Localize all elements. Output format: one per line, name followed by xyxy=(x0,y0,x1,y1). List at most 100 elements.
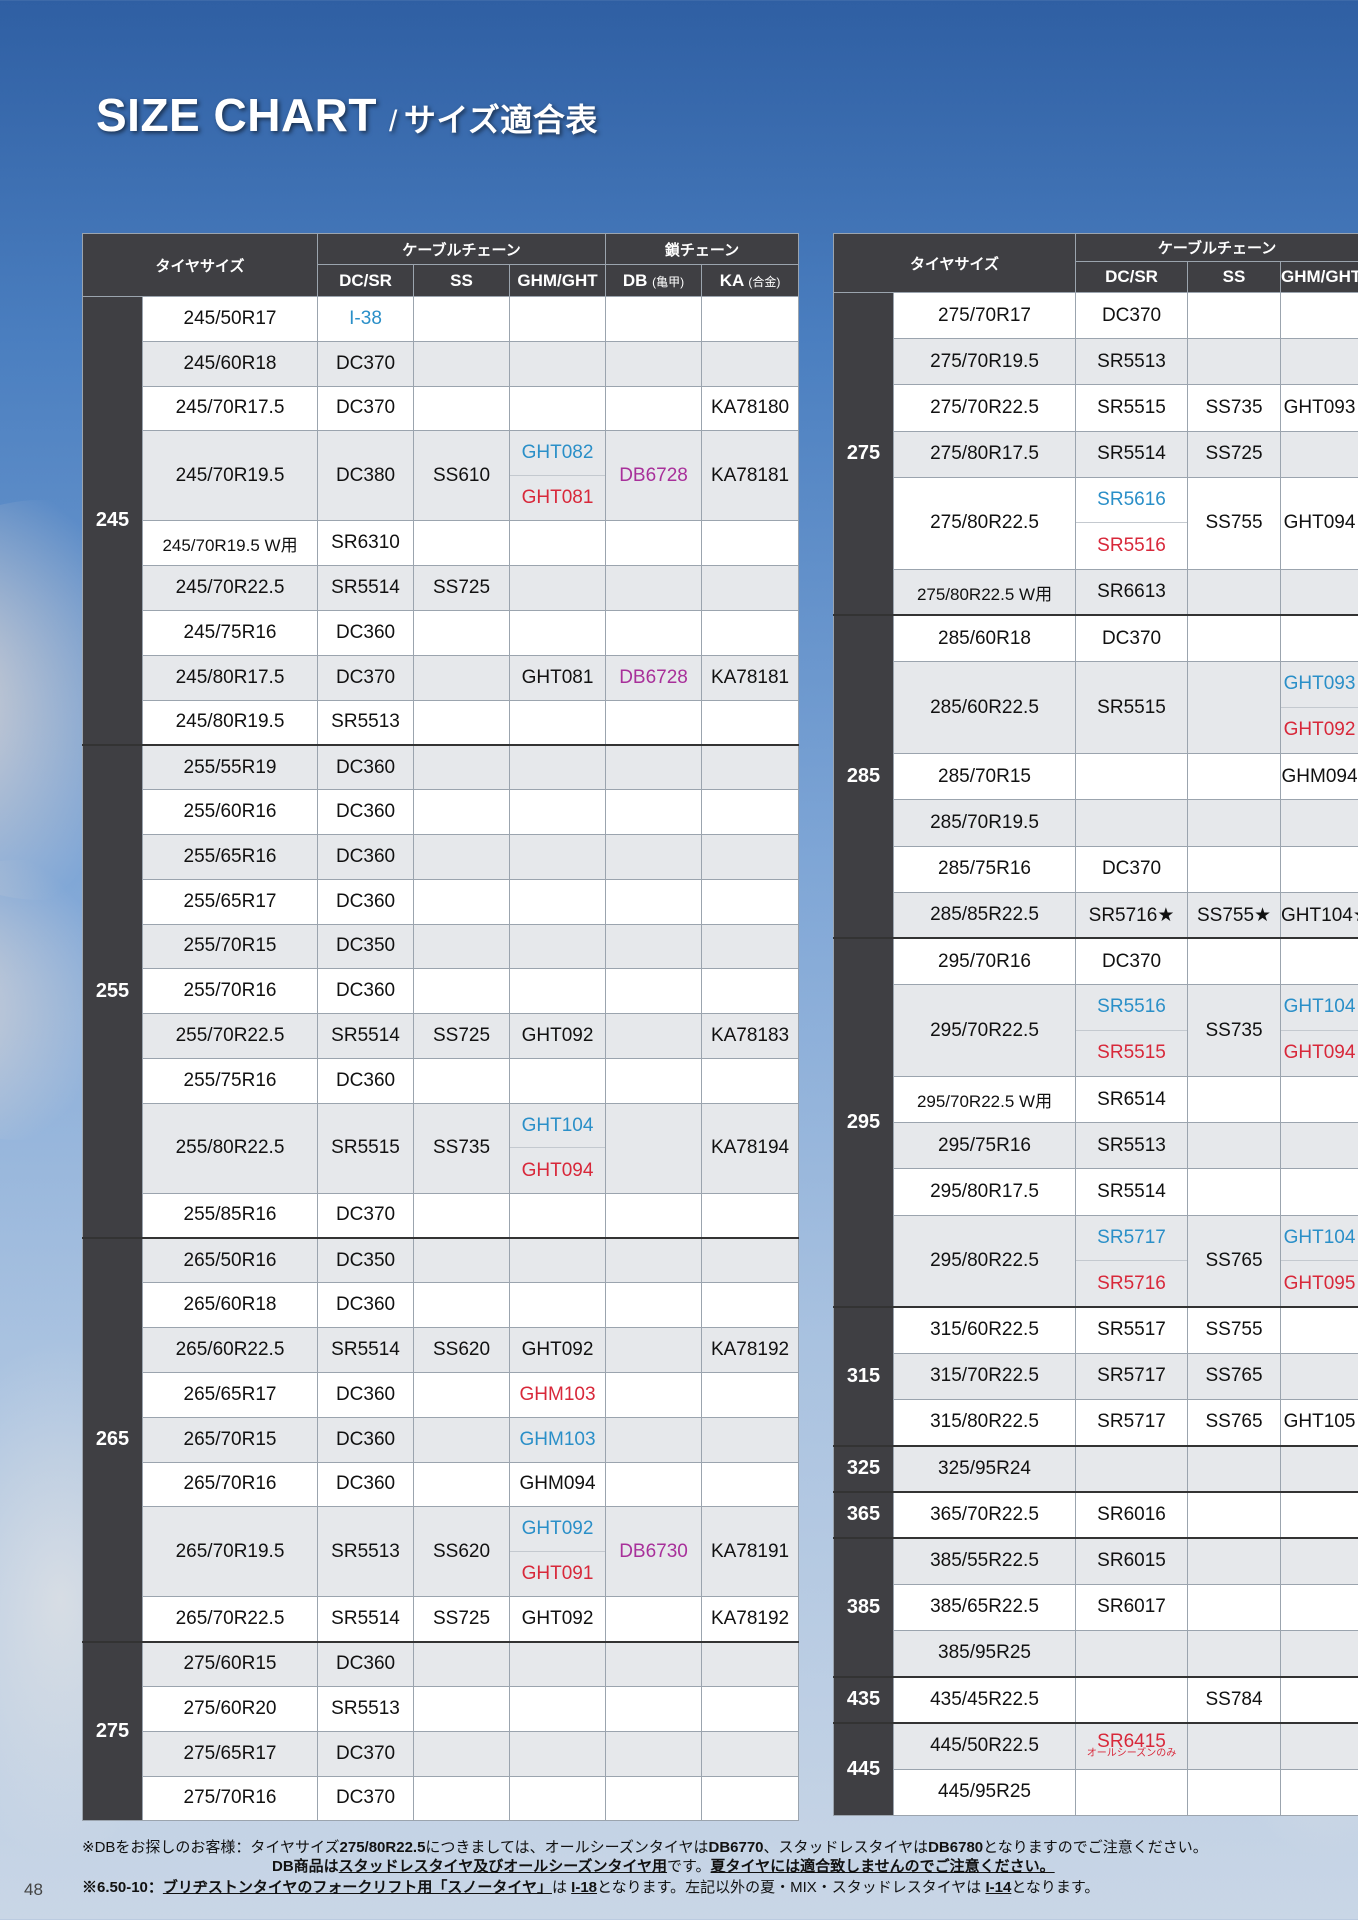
ghm-cell-lower: GHT091 xyxy=(521,1563,594,1585)
table-row: 285/60R22.5 SR5515 GHT093 GHT092 xyxy=(833,661,1358,755)
table-row: 275 275/70R17 DC370 xyxy=(833,291,1358,616)
dc-cell: DC360 xyxy=(317,789,415,835)
db-cell xyxy=(605,296,703,342)
footnote-forklift: ※6.50-10：ブリヂストンタイヤのフォークリフト用「スノータイヤ」は I-1… xyxy=(82,1879,1100,1896)
table-row: 255/70R16 DC360 xyxy=(82,968,800,1015)
tire-size-cell: 275/70R16 xyxy=(141,1775,319,1822)
ka-cell: KA78191 xyxy=(701,1506,800,1598)
header-ghm-ght: GHM/GHT xyxy=(509,264,607,297)
table-row: 255 255/55R19 DC360 xyxy=(82,743,800,1239)
ss-cell: SS765 xyxy=(1187,1398,1282,1447)
ss-cell xyxy=(1187,1629,1282,1678)
ghm-cell-upper: GHT082 xyxy=(510,432,605,476)
ss-cell: SS784 xyxy=(1187,1675,1282,1724)
ka-cell xyxy=(701,1282,800,1329)
tire-size-cell: 255/55R19 xyxy=(141,743,319,791)
ss-cell xyxy=(1187,1122,1282,1170)
size-chart-table-left: タイヤサイズ ケーブルチェーン 鎖チェーン DC/SR SS GHM/GHT D… xyxy=(81,233,800,1822)
ka-cell: KA78181 xyxy=(701,654,800,701)
table-row: 245/70R22.5 SR5514 SS725 xyxy=(82,565,800,611)
tire-size-cell: 245/60R18 xyxy=(141,340,319,387)
ghm-cell: GHM094 xyxy=(1280,753,1358,801)
ghm-cell xyxy=(509,609,607,656)
ka-cell xyxy=(701,1237,800,1284)
table-row: 255/65R17 DC360 xyxy=(82,878,800,925)
size-group-label: 275 xyxy=(82,1640,143,1822)
ss-cell: SS755 xyxy=(1187,1306,1282,1354)
size-group-label: 445 xyxy=(833,1721,894,1816)
ss-cell: SS765 xyxy=(1187,1352,1282,1401)
tire-size-cell: 255/70R16 xyxy=(141,968,319,1015)
tire-size-cell: 315/70R22.5 xyxy=(892,1352,1077,1401)
ghm-cell xyxy=(1280,1675,1358,1724)
ss-cell: SS755 xyxy=(1187,476,1282,570)
ss-cell xyxy=(413,1192,511,1239)
dc-cell xyxy=(1075,799,1189,847)
ghm-cell xyxy=(1280,799,1358,847)
ss-cell xyxy=(1187,1490,1282,1539)
ghm-cell: GHT092 xyxy=(509,1327,607,1373)
dc-cell: DC360 xyxy=(317,833,415,880)
db-cell xyxy=(605,340,703,387)
ss-cell: SS735 xyxy=(413,1102,511,1194)
ss-cell: SS620 xyxy=(413,1327,511,1373)
table-row: 445 445/50R22.5 SR6415 オールシーズンのみ xyxy=(833,1721,1358,1816)
ss-cell xyxy=(413,923,511,970)
tire-size-cell: 265/50R16 xyxy=(141,1237,319,1284)
tire-size-cell: 295/70R16 xyxy=(892,937,1077,986)
tire-size-cell: 315/80R22.5 xyxy=(892,1398,1077,1447)
ghm-cell xyxy=(509,565,607,611)
dc-cell: DC360 xyxy=(317,1371,415,1418)
db-cell xyxy=(605,833,703,880)
ka-cell xyxy=(701,968,800,1015)
tire-size-cell: 245/80R17.5 xyxy=(141,654,319,701)
ghm-cell: GHT104 GHT095 xyxy=(1280,1214,1358,1308)
tire-size-cell: 385/95R25 xyxy=(892,1629,1077,1678)
dc-value: SR6415 xyxy=(1097,1731,1166,1753)
dc-cell: SR6415 オールシーズンのみ xyxy=(1075,1721,1189,1770)
header-ka: KA (合金) xyxy=(701,264,800,297)
size-chart-table-right: タイヤサイズ ケーブルチェーン DC/SR SS GHM/GHT 275 275/… xyxy=(832,233,1358,1816)
ghm-cell-upper: GHT104 xyxy=(1281,986,1358,1031)
ss-cell: SS725 xyxy=(1187,430,1282,478)
ss-cell xyxy=(1187,937,1282,986)
dc-cell: SR5513 xyxy=(1075,1122,1189,1170)
tire-size-cell: 255/75R16 xyxy=(141,1057,319,1104)
ss-cell xyxy=(413,1057,511,1104)
table-row: 275/80R22.5 W用 SR6613 xyxy=(833,568,1358,616)
table-row: 275 275/60R15 DC360 xyxy=(82,1640,800,1822)
table-row: 325 325/95R24 xyxy=(833,1444,1358,1493)
db-cell xyxy=(605,1102,703,1194)
ss-cell xyxy=(1187,1537,1282,1585)
ghm-cell xyxy=(509,878,607,925)
db-cell xyxy=(605,699,703,746)
dc-cell: SR6514 xyxy=(1075,1076,1189,1124)
table-row: 295/80R17.5 SR5514 xyxy=(833,1168,1358,1216)
db-cell xyxy=(605,1775,703,1822)
table-row: 275/70R19.5 SR5513 xyxy=(833,338,1358,386)
table-row: 385 385/55R22.5 SR6015 xyxy=(833,1537,1358,1678)
table-row: 285 285/60R18 DC370 xyxy=(833,614,1358,939)
table-row: 285/75R16 DC370 xyxy=(833,845,1358,893)
table-row: 435 435/45R22.5 SS784 xyxy=(833,1675,1358,1724)
ss-cell xyxy=(413,654,511,701)
tire-size-cell: 275/70R22.5 xyxy=(892,384,1077,432)
header-tire-size-right: タイヤサイズ xyxy=(832,233,1077,293)
ka-cell: KA78192 xyxy=(701,1327,800,1373)
dc-cell xyxy=(1075,1444,1189,1493)
ka-cell xyxy=(701,1057,800,1104)
tire-size-cell: 275/80R22.5 xyxy=(892,476,1077,570)
tire-size-cell: 255/85R16 xyxy=(141,1192,319,1239)
tire-size-cell: 385/55R22.5 xyxy=(892,1537,1077,1585)
db-cell xyxy=(605,1013,703,1059)
ss-cell xyxy=(1187,799,1282,847)
dc-cell: DC360 xyxy=(317,1640,415,1687)
tire-size-cell: 275/80R22.5 W用 xyxy=(892,568,1077,616)
table-row: 275/60R20 SR5513 xyxy=(82,1685,800,1732)
dc-cell-upper: SR5516 xyxy=(1076,986,1187,1031)
size-group-label: 365 xyxy=(833,1490,894,1539)
dc-cell: SR5616 SR5516 xyxy=(1075,476,1189,570)
table-row: 265/65R17 DC360 GHM103 xyxy=(82,1371,800,1418)
table-row: 265/60R22.5 SR5514 SS620 GHT092 KA78192 xyxy=(82,1327,800,1373)
